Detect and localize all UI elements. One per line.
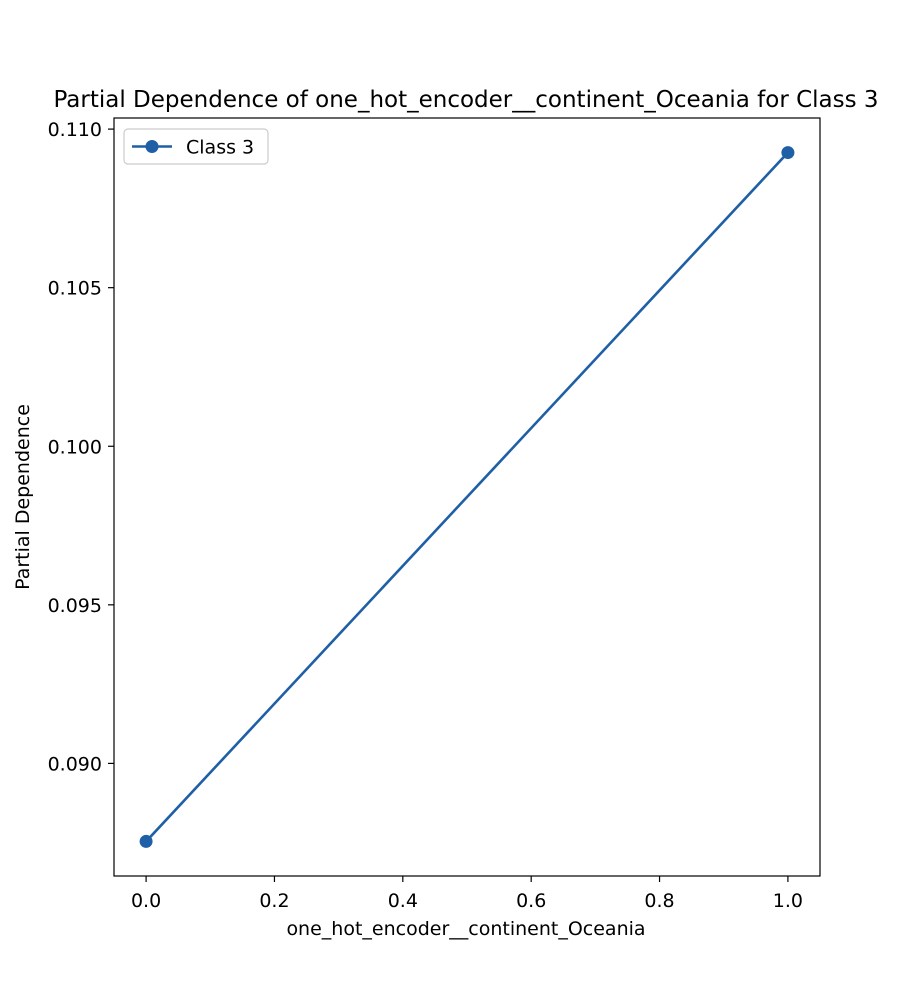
x-tick-label: 0.6: [516, 890, 546, 912]
y-tick-label: 0.105: [48, 278, 102, 300]
data-point: [139, 834, 153, 848]
legend: Class 3: [123, 128, 269, 165]
legend-label: Class 3: [186, 137, 254, 159]
x-tick-label: 0.2: [259, 890, 289, 912]
plot-frame: [113, 117, 821, 877]
series-line-0: [145, 151, 789, 843]
y-tick-label: 0.095: [48, 595, 102, 617]
y-axis-label: Partial Dependence: [12, 404, 34, 590]
x-tick-label: 0.8: [644, 890, 674, 912]
y-tick-label: 0.090: [48, 753, 102, 775]
x-tick-label: 0.4: [388, 890, 418, 912]
y-tick-label: 0.100: [48, 436, 102, 458]
x-axis-label: one_hot_encoder__continent_Oceania: [286, 918, 645, 940]
x-tick-label: 0.0: [131, 890, 161, 912]
data-point: [781, 146, 795, 160]
plot-layer: 0.0 0.2 0.4 0.6 0.8 1.0 0.090 0.095 0.100 0.105 0.…: [48, 117, 821, 912]
y-tick-label: 0.110: [48, 119, 102, 141]
chart-title: Partial Dependence of one_hot_encoder__c…: [53, 87, 878, 113]
legend-marker: [145, 140, 159, 153]
legend-box: [123, 128, 269, 165]
x-tick-label: 1.0: [773, 890, 803, 912]
